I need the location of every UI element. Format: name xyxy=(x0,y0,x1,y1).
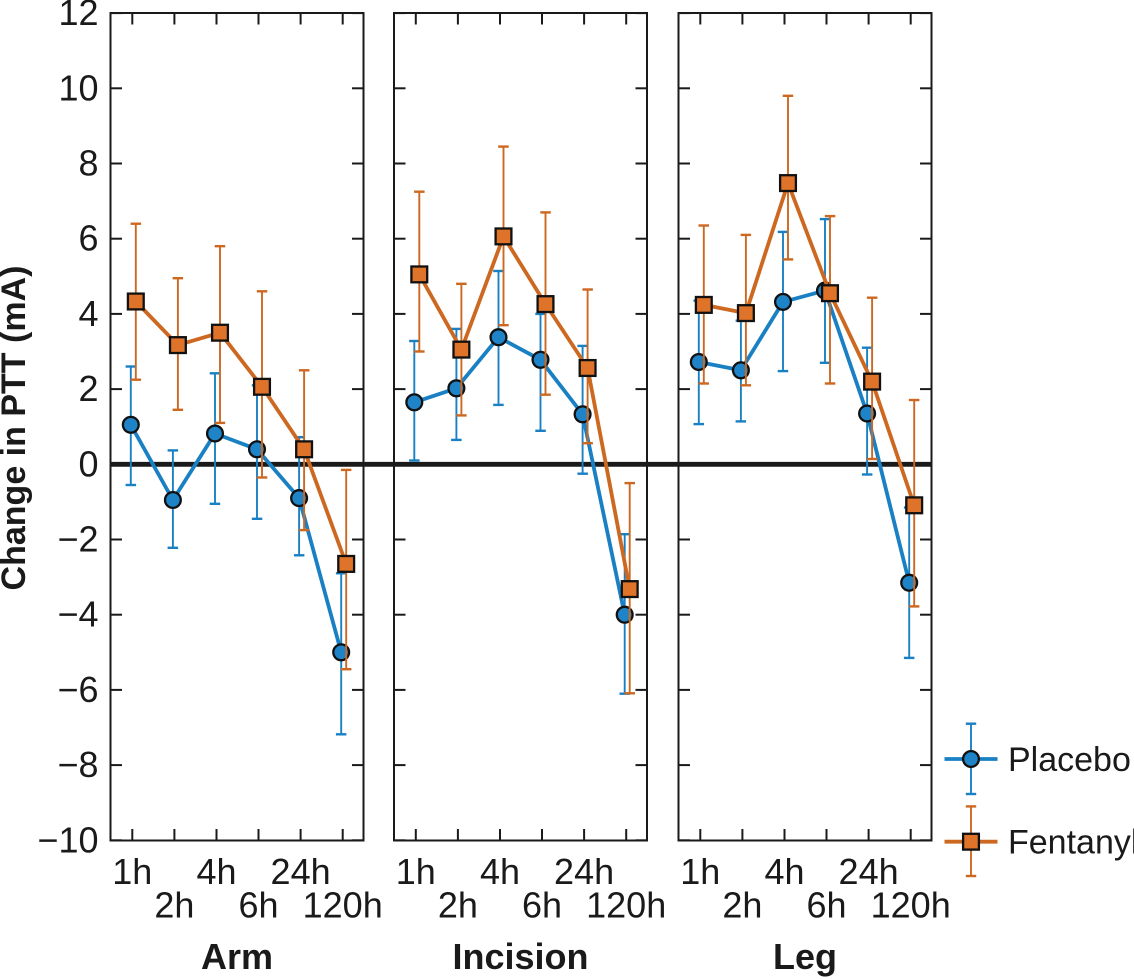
svg-text:12: 12 xyxy=(58,0,98,33)
svg-text:4h: 4h xyxy=(196,851,236,892)
svg-text:1h: 1h xyxy=(680,851,720,892)
svg-text:−8: −8 xyxy=(57,744,98,785)
svg-text:24h: 24h xyxy=(554,851,614,892)
svg-text:2h: 2h xyxy=(154,885,194,926)
svg-text:4h: 4h xyxy=(480,851,520,892)
svg-text:24h: 24h xyxy=(271,851,331,892)
svg-text:120h: 120h xyxy=(586,885,666,926)
svg-text:2h: 2h xyxy=(722,885,762,926)
svg-text:0: 0 xyxy=(78,443,98,484)
svg-text:−2: −2 xyxy=(57,519,98,560)
svg-text:Incision: Incision xyxy=(452,936,588,977)
svg-text:6h: 6h xyxy=(238,885,278,926)
svg-text:8: 8 xyxy=(78,143,98,184)
svg-text:1h: 1h xyxy=(112,851,152,892)
svg-text:10: 10 xyxy=(58,67,98,108)
svg-text:Change in PTT (mA): Change in PTT (mA) xyxy=(0,266,33,591)
svg-text:4: 4 xyxy=(78,293,98,334)
svg-text:−4: −4 xyxy=(57,594,98,635)
svg-text:120h: 120h xyxy=(871,885,951,926)
svg-text:−6: −6 xyxy=(57,669,98,710)
svg-text:−10: −10 xyxy=(37,819,98,860)
svg-text:2h: 2h xyxy=(438,885,478,926)
svg-text:2: 2 xyxy=(78,368,98,409)
svg-text:Arm: Arm xyxy=(201,936,273,977)
svg-text:6h: 6h xyxy=(522,885,562,926)
svg-text:6: 6 xyxy=(78,218,98,259)
svg-text:120h: 120h xyxy=(303,885,383,926)
svg-text:1h: 1h xyxy=(396,851,436,892)
svg-text:24h: 24h xyxy=(839,851,899,892)
svg-text:6h: 6h xyxy=(806,885,846,926)
svg-text:Placebo: Placebo xyxy=(1008,741,1131,779)
svg-text:4h: 4h xyxy=(764,851,804,892)
svg-text:Leg: Leg xyxy=(773,936,837,977)
svg-text:Fentanyl: Fentanyl xyxy=(1008,824,1134,862)
